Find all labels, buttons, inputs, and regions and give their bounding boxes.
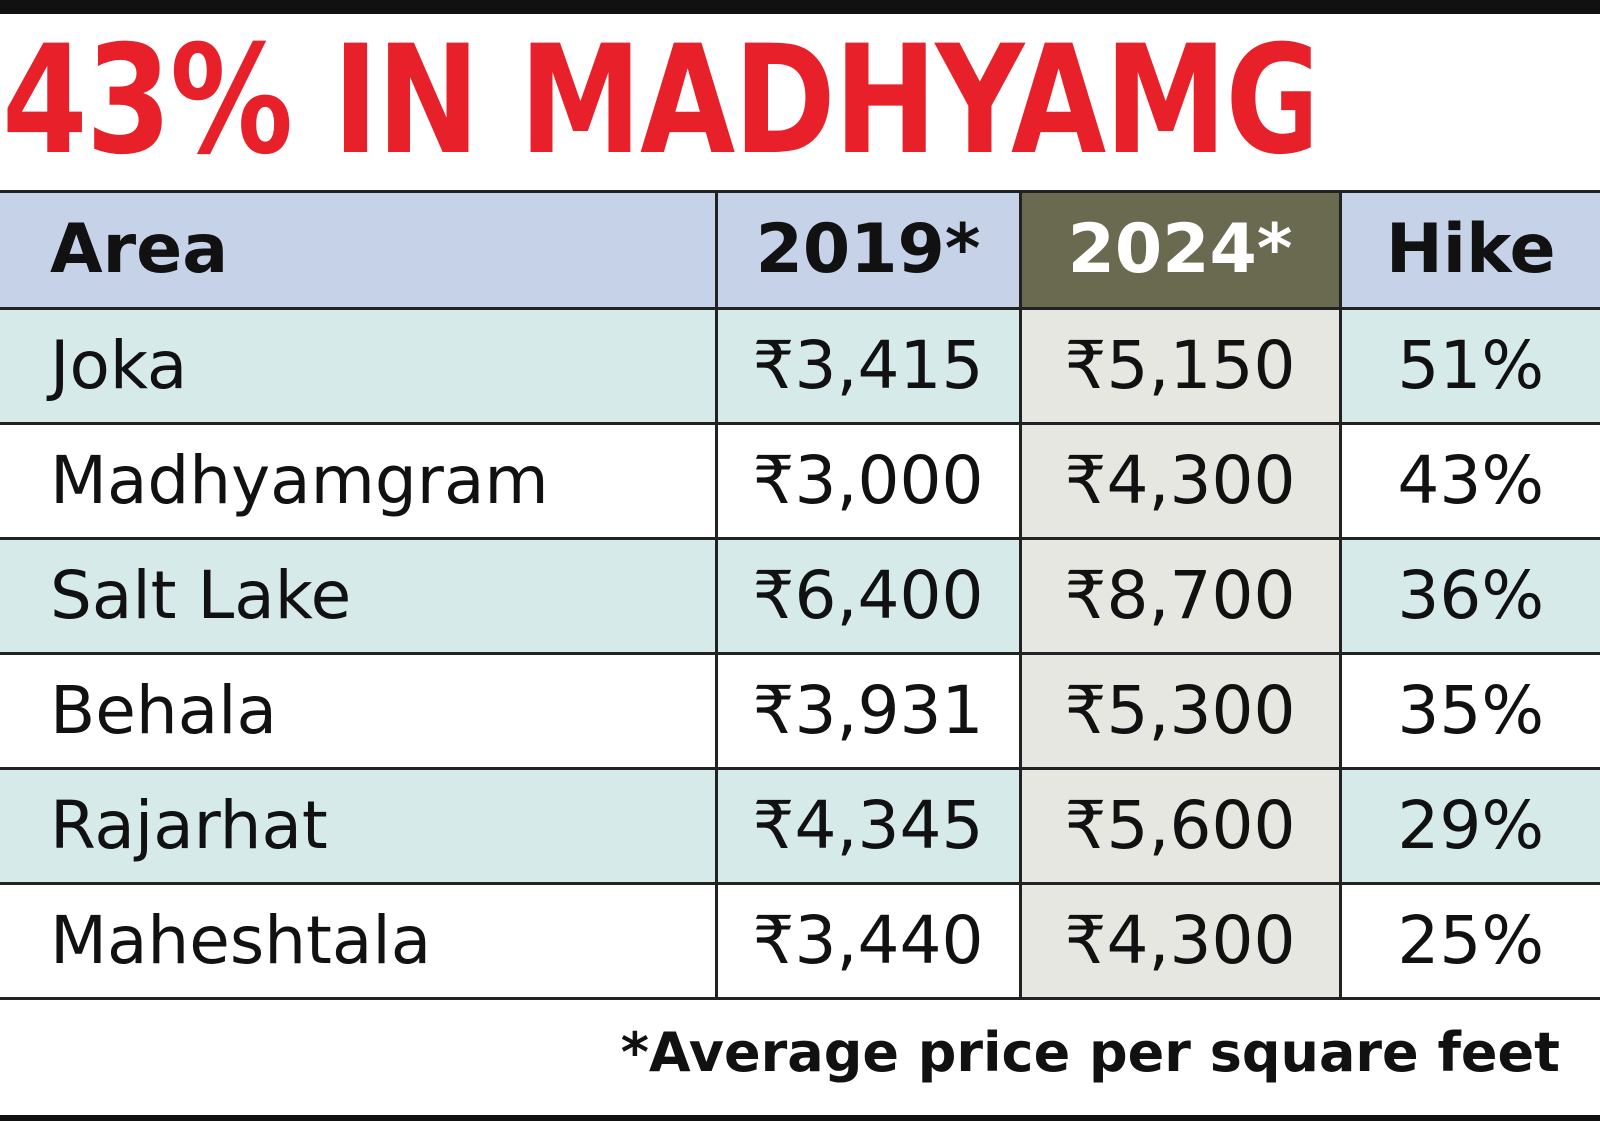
cell-2019: ₹3,415 — [714, 307, 1022, 425]
table-row: Salt Lake ₹6,400 ₹8,700 36% — [0, 537, 1600, 655]
cell-area: Rajarhat — [0, 767, 718, 885]
cell-hike: 25% — [1338, 882, 1600, 1000]
cell-hike: 43% — [1338, 422, 1600, 540]
cell-2019: ₹6,400 — [714, 537, 1022, 655]
header-hike: Hike — [1338, 190, 1600, 310]
cell-area: Maheshtala — [0, 882, 718, 1000]
price-table: Area 2019* 2024* Hike Joka ₹3,415 ₹5,150 51… — [0, 190, 1600, 1000]
headline: 43% IN MADHYAMGRAM — [2, 26, 1311, 176]
cell-2024: ₹8,700 — [1018, 537, 1342, 655]
cell-2024: ₹5,150 — [1018, 307, 1342, 425]
cell-area: Joka — [0, 307, 718, 425]
header-area: Area — [0, 190, 718, 310]
price-table-container: Area 2019* 2024* Hike Joka ₹3,415 ₹5,150 51… — [0, 190, 1600, 1000]
cell-hike: 51% — [1338, 307, 1600, 425]
cell-2024: ₹4,300 — [1018, 422, 1342, 540]
cell-2019: ₹4,345 — [714, 767, 1022, 885]
cell-2024: ₹4,300 — [1018, 882, 1342, 1000]
cell-hike: 29% — [1338, 767, 1600, 885]
table-row: Behala ₹3,931 ₹5,300 35% — [0, 652, 1600, 770]
table-row: Madhyamgram ₹3,000 ₹4,300 43% — [0, 422, 1600, 540]
cell-hike: 36% — [1338, 537, 1600, 655]
table-body: Joka ₹3,415 ₹5,150 51% Madhyamgram ₹3,000 ₹4,3… — [0, 307, 1600, 1000]
table-row: Maheshtala ₹3,440 ₹4,300 25% — [0, 882, 1600, 1000]
footnote: *Average price per square feet — [620, 1021, 1560, 1084]
cell-2024: ₹5,300 — [1018, 652, 1342, 770]
header-row: Area 2019* 2024* Hike — [0, 190, 1600, 310]
top-rule — [0, 0, 1600, 14]
cell-2019: ₹3,000 — [714, 422, 1022, 540]
cell-hike: 35% — [1338, 652, 1600, 770]
cell-2019: ₹3,440 — [714, 882, 1022, 1000]
header-2024: 2024* — [1018, 190, 1342, 310]
cell-area: Madhyamgram — [0, 422, 718, 540]
table-row: Joka ₹3,415 ₹5,150 51% — [0, 307, 1600, 425]
cell-area: Salt Lake — [0, 537, 718, 655]
cell-2024: ₹5,600 — [1018, 767, 1342, 885]
table-row: Rajarhat ₹4,345 ₹5,600 29% — [0, 767, 1600, 885]
header-2019: 2019* — [714, 190, 1022, 310]
bottom-rule — [0, 1115, 1600, 1121]
cell-2019: ₹3,931 — [714, 652, 1022, 770]
cell-area: Behala — [0, 652, 718, 770]
